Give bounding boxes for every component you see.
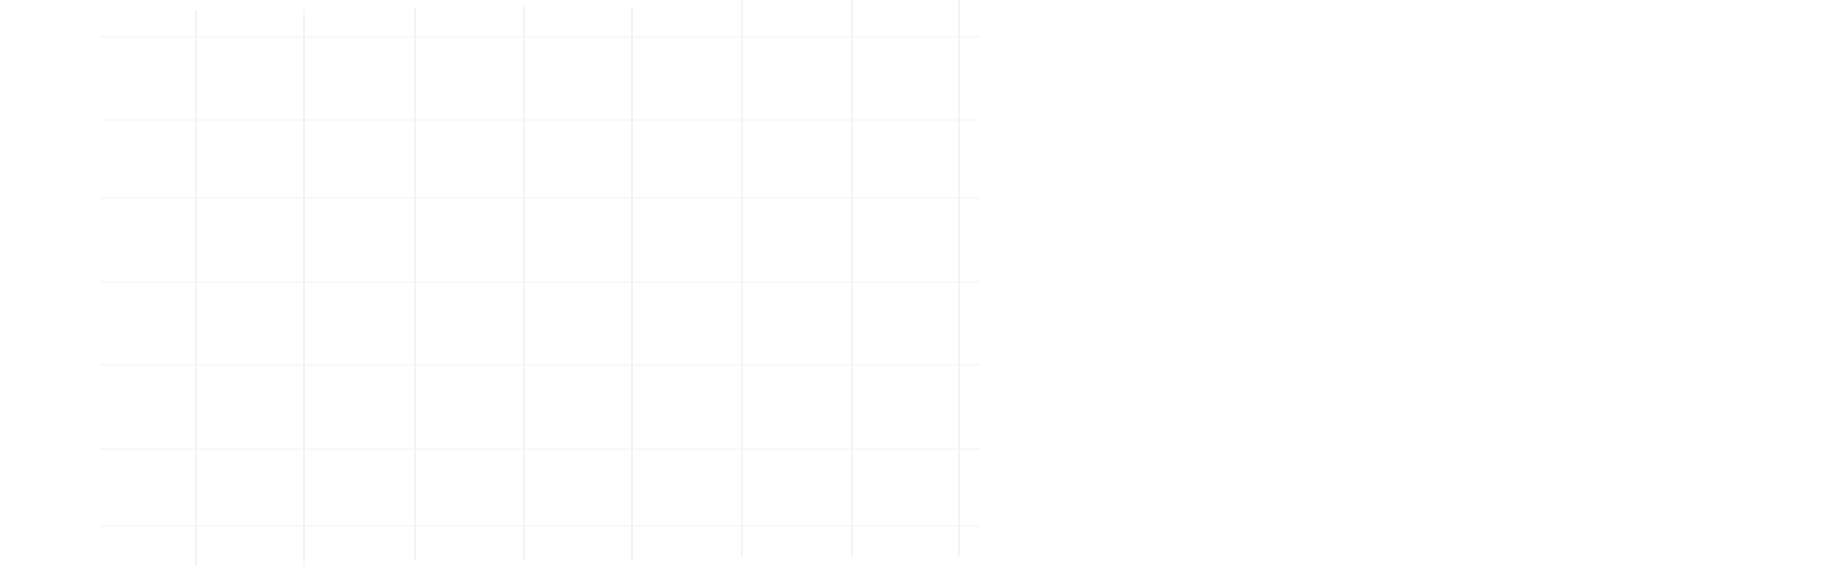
empty-canvas-area[interactable] xyxy=(980,0,1836,584)
grid-panel[interactable] xyxy=(0,0,980,584)
grid-lines xyxy=(100,0,980,566)
